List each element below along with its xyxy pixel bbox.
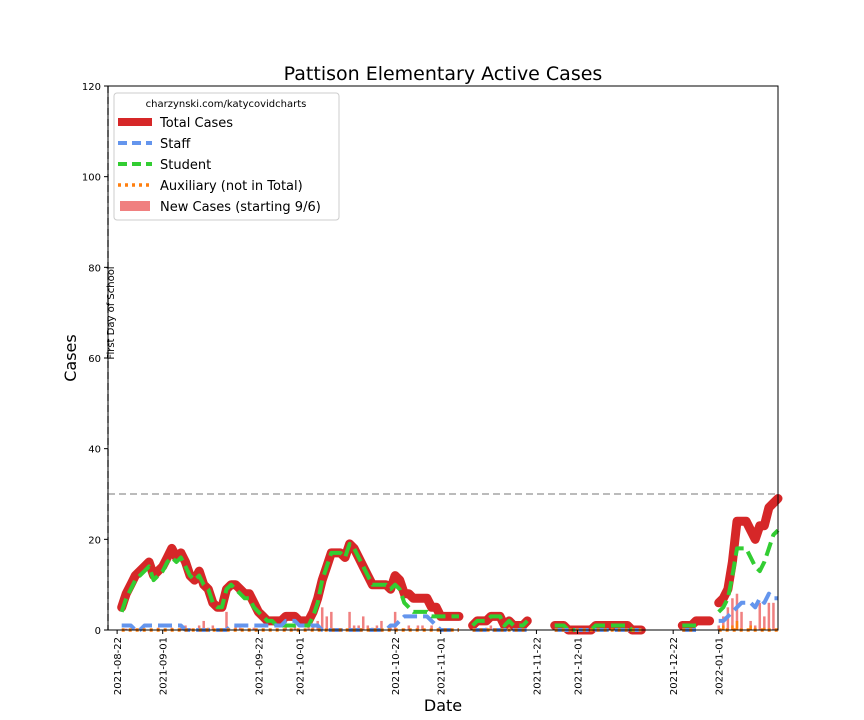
- new-cases-bar: [238, 627, 242, 630]
- new-cases-bar: [380, 620, 383, 630]
- new-cases-bar: [758, 602, 762, 630]
- x-tick-label: 2021-12-01: [573, 637, 584, 695]
- new-cases-bar: [722, 616, 725, 630]
- new-cases-bar: [211, 625, 215, 630]
- x-tick-label: 2021-11-01: [437, 637, 448, 695]
- y-tick-label: 120: [82, 82, 101, 93]
- new-cases-bar: [430, 625, 433, 630]
- legend-label: New Cases (starting 9/6): [160, 200, 321, 215]
- new-cases-bar: [234, 625, 237, 630]
- new-cases-bar: [361, 616, 365, 630]
- auxiliary-bar: [735, 620, 739, 630]
- x-axis: 2021-08-22 2021-09-01 2021-09-22 2021-10-01…: [113, 630, 726, 695]
- student-line: [554, 623, 642, 632]
- new-cases-bar: [124, 628, 128, 630]
- new-cases-bar: [489, 625, 493, 630]
- new-cases-bar: [740, 611, 743, 630]
- y-tick-label: 20: [88, 535, 101, 546]
- legend-label: Auxiliary (not in Total): [160, 179, 303, 194]
- y-tick-label: 0: [95, 626, 101, 637]
- first-day-label: First Day of School: [106, 266, 117, 359]
- total-cases-line: [117, 539, 464, 626]
- new-cases-bar: [731, 598, 734, 630]
- student-line: [717, 528, 780, 614]
- new-cases-bar: [225, 611, 228, 630]
- legend-items: Total Cases Staff Student Auxiliary (not in…: [118, 116, 321, 215]
- y-tick-label: 40: [88, 445, 101, 456]
- new-cases-bar: [357, 625, 360, 630]
- legend-box: [113, 92, 340, 221]
- y-axis-label: Cases: [61, 334, 80, 382]
- x-tick-label: 2021-10-22: [391, 637, 402, 695]
- auxiliary-bar: [763, 627, 766, 630]
- new-cases-bar: [202, 620, 205, 630]
- new-cases-bar: [772, 602, 775, 630]
- auxiliary-bar: [722, 625, 725, 630]
- chart-title: Pattison Elementary Active Cases: [284, 63, 603, 85]
- new-cases-bar: [407, 625, 411, 630]
- new-cases-bar: [352, 625, 356, 630]
- legend-label: Total Cases: [159, 116, 233, 131]
- x-tick-label: 2021-09-22: [254, 637, 265, 695]
- new-cases-bar: [763, 616, 766, 630]
- new-cases-bar: [307, 625, 310, 630]
- x-tick-label: 2022-01-01: [715, 637, 726, 695]
- staff-line: [718, 591, 778, 623]
- new-cases-bar: [179, 627, 183, 630]
- y-tick-label: 100: [82, 173, 101, 184]
- new-cases-bar: [325, 616, 329, 630]
- legend: charzynski.com/katycovidcharts Total Cas…: [113, 92, 340, 221]
- student-line: [471, 614, 529, 628]
- new-cases-bar: [421, 625, 424, 630]
- new-cases-bar: [375, 625, 379, 630]
- new-cases-bar: [348, 611, 351, 630]
- legend-label: Staff: [160, 137, 191, 152]
- new-cases-bar: [735, 593, 739, 630]
- new-cases-bar: [197, 625, 201, 630]
- x-tick-label: 2021-09-01: [159, 637, 170, 695]
- student-line: [119, 541, 459, 628]
- legend-source-note: charzynski.com/katycovidcharts: [146, 99, 307, 110]
- x-tick-label: 2021-12-22: [669, 637, 680, 695]
- new-cases-bar: [330, 611, 333, 630]
- x-tick-label: 2021-11-22: [532, 637, 543, 695]
- auxiliary-bar: [749, 625, 752, 630]
- new-cases-bar: [416, 625, 420, 630]
- new-cases-bar: [252, 627, 256, 630]
- new-cases-bar: [311, 625, 315, 630]
- y-axis: 0 20 40 60 80 100 120: [82, 82, 108, 637]
- x-tick-label: 2021-08-22: [113, 637, 124, 695]
- new-cases-bar: [284, 625, 288, 630]
- legend-swatch-bar: [120, 201, 150, 211]
- auxiliary-bar: [731, 625, 734, 630]
- new-cases-bar: [134, 628, 137, 630]
- new-cases-bar: [320, 607, 324, 630]
- new-cases-bar: [717, 625, 721, 630]
- x-tick-label: 2021-10-01: [295, 637, 306, 695]
- y-tick-label: 60: [88, 354, 101, 365]
- new-cases-bar: [366, 625, 370, 630]
- x-axis-label: Date: [424, 696, 462, 715]
- new-cases-bar: [293, 625, 297, 630]
- legend-label: Student: [160, 158, 211, 173]
- new-cases-bar: [393, 611, 397, 630]
- new-cases-bar: [767, 602, 771, 630]
- y-tick-label: 80: [88, 263, 101, 274]
